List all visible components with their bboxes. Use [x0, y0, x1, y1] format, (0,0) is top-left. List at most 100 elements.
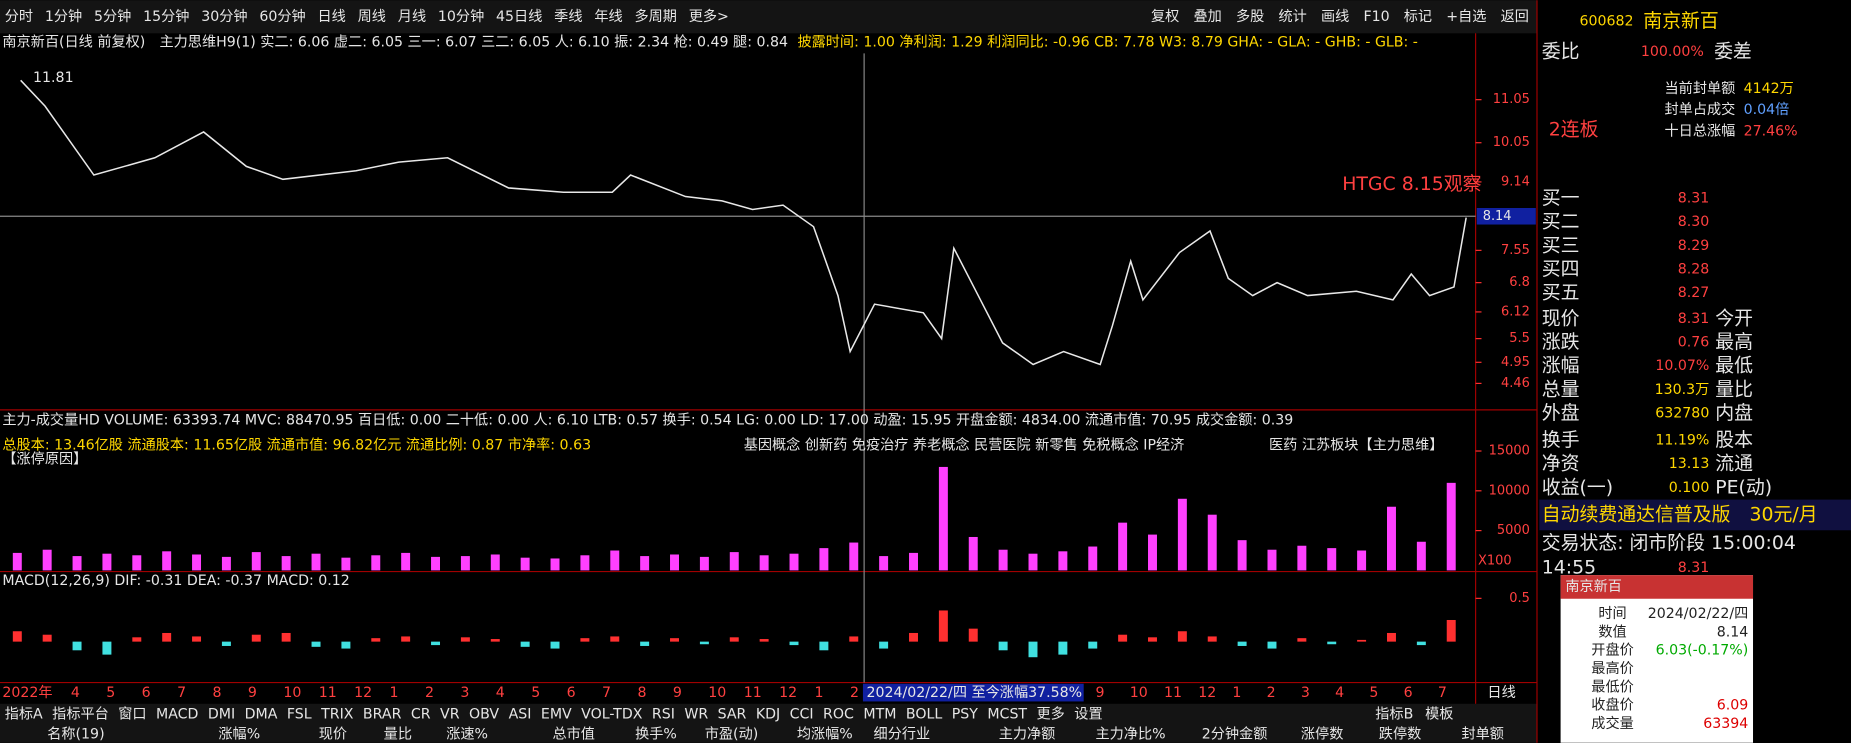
tab[interactable]: VR: [440, 706, 460, 722]
menu-item[interactable]: 分时: [5, 9, 33, 25]
column-header[interactable]: 细分行业: [874, 726, 931, 742]
menu-item[interactable]: 10分钟: [438, 8, 484, 25]
tab[interactable]: 窗口: [118, 705, 146, 722]
tab[interactable]: 指标平台: [52, 706, 109, 722]
menu-item[interactable]: 1分钟: [45, 8, 82, 25]
column-header[interactable]: 封单额: [1461, 726, 1503, 742]
popup-value: 2024/02/22/四: [1648, 606, 1749, 622]
bar: [1028, 553, 1038, 571]
menu-item[interactable]: 更多>: [689, 8, 729, 25]
tab[interactable]: ROC: [823, 706, 854, 722]
column-header[interactable]: 现价: [319, 726, 347, 742]
value: 11.19%: [1655, 433, 1709, 449]
menu-item[interactable]: 45日线: [496, 9, 542, 25]
tab[interactable]: 模板: [1425, 706, 1453, 722]
tab[interactable]: RSI: [652, 706, 675, 722]
bar: [580, 638, 590, 642]
menu-item[interactable]: 多股: [1236, 8, 1264, 25]
column-header[interactable]: 名称(19): [47, 726, 104, 742]
x-tick-label: 7: [602, 685, 611, 701]
tab[interactable]: OBV: [469, 706, 499, 722]
menu-item[interactable]: 复权: [1151, 8, 1179, 25]
bar: [102, 553, 112, 571]
tab[interactable]: BRAR: [363, 706, 402, 722]
column-header[interactable]: 均涨幅%: [797, 726, 853, 742]
column-header[interactable]: 涨停数: [1301, 725, 1343, 742]
ad-price[interactable]: 30元/月: [1749, 503, 1817, 525]
tab[interactable]: CR: [411, 706, 431, 722]
column-header[interactable]: 量比: [384, 726, 412, 742]
tab[interactable]: SAR: [718, 706, 747, 722]
popup: [1560, 575, 1754, 743]
tab[interactable]: KDJ: [756, 706, 780, 722]
column-header[interactable]: 涨幅%: [218, 726, 260, 742]
tab[interactable]: DMA: [245, 706, 278, 722]
menu-item[interactable]: 季线: [554, 9, 582, 25]
bar: [1118, 522, 1128, 571]
x-tick-label: 2: [425, 685, 434, 701]
column-header[interactable]: 换手%: [635, 725, 677, 742]
period-label: 日线: [1487, 685, 1515, 701]
tab[interactable]: WR: [684, 706, 708, 722]
menu-item[interactable]: 60分钟: [259, 8, 305, 25]
tab[interactable]: ASI: [509, 706, 532, 722]
menu-item[interactable]: 多周期: [634, 8, 676, 25]
column-header[interactable]: 总市值: [552, 725, 594, 742]
label: 当前封单额: [1665, 80, 1736, 97]
menu-item[interactable]: 年线: [594, 9, 622, 25]
price-line: [20, 79, 1467, 366]
tab[interactable]: EMV: [541, 706, 572, 722]
tab[interactable]: VOL-TDX: [581, 706, 643, 722]
column-header[interactable]: 跌停数: [1379, 725, 1421, 742]
tab[interactable]: BOLL: [906, 706, 942, 722]
ad-banner[interactable]: [1539, 499, 1851, 531]
column-header[interactable]: 2分钟金额: [1202, 725, 1268, 742]
menu-item[interactable]: 标记: [1404, 9, 1432, 25]
chart-title: 南京新百(日线 前复权): [2, 34, 145, 51]
menu-item[interactable]: 月线: [398, 9, 426, 25]
column-header[interactable]: 市盈(动): [705, 725, 759, 742]
menu-item[interactable]: 统计: [1278, 9, 1306, 25]
menu-item[interactable]: 返回: [1501, 9, 1529, 25]
tab[interactable]: MCST: [987, 706, 1027, 722]
column-header[interactable]: 涨速%: [446, 726, 488, 742]
menu-item[interactable]: 15分钟: [143, 8, 189, 25]
bar: [610, 636, 620, 642]
bar: [132, 637, 142, 642]
tab[interactable]: 设置: [1074, 706, 1102, 722]
menu-item[interactable]: 画线: [1321, 9, 1349, 25]
x-tick-label: 9: [673, 685, 682, 701]
tab[interactable]: 指标B: [1375, 706, 1413, 722]
bar: [1177, 631, 1187, 642]
value: 8.30: [1678, 214, 1710, 230]
menu-item[interactable]: 日线: [318, 9, 346, 25]
bar: [431, 641, 441, 646]
column-header[interactable]: 主力净比%: [1095, 726, 1165, 742]
ad[interactable]: 自动续费通达信普及版: [1542, 503, 1731, 525]
tab[interactable]: DMI: [208, 706, 235, 722]
y-tick-label: 9.14: [1501, 174, 1530, 189]
bar: [759, 639, 769, 642]
stock-name: 南京新百: [1643, 10, 1719, 32]
tab[interactable]: PSY: [952, 706, 979, 722]
tab[interactable]: CCI: [790, 706, 814, 722]
tab[interactable]: 指标A: [5, 706, 43, 722]
menu-item[interactable]: 周线: [358, 9, 386, 25]
x-tick-label: 3: [460, 685, 469, 701]
tab[interactable]: 更多: [1037, 705, 1065, 722]
menu-item[interactable]: +自选: [1446, 9, 1486, 25]
column-header[interactable]: 主力净额: [999, 726, 1056, 742]
tab[interactable]: MTM: [863, 706, 896, 722]
tab[interactable]: MACD: [156, 706, 199, 722]
bar: [1267, 549, 1277, 571]
tab[interactable]: FSL: [287, 706, 312, 722]
stock-info: 总股本: 13.46亿股 流通股本: 11.65亿股 流通市值: 96.82亿元…: [2, 436, 591, 453]
menu-item[interactable]: 叠加: [1193, 9, 1221, 25]
label: 买五: [1542, 281, 1580, 303]
menu-item[interactable]: 30分钟: [201, 8, 247, 25]
tab[interactable]: TRIX: [320, 706, 354, 722]
bar: [1237, 540, 1247, 571]
menu-item[interactable]: 5分钟: [94, 8, 131, 25]
menu-item[interactable]: F10: [1363, 9, 1389, 25]
